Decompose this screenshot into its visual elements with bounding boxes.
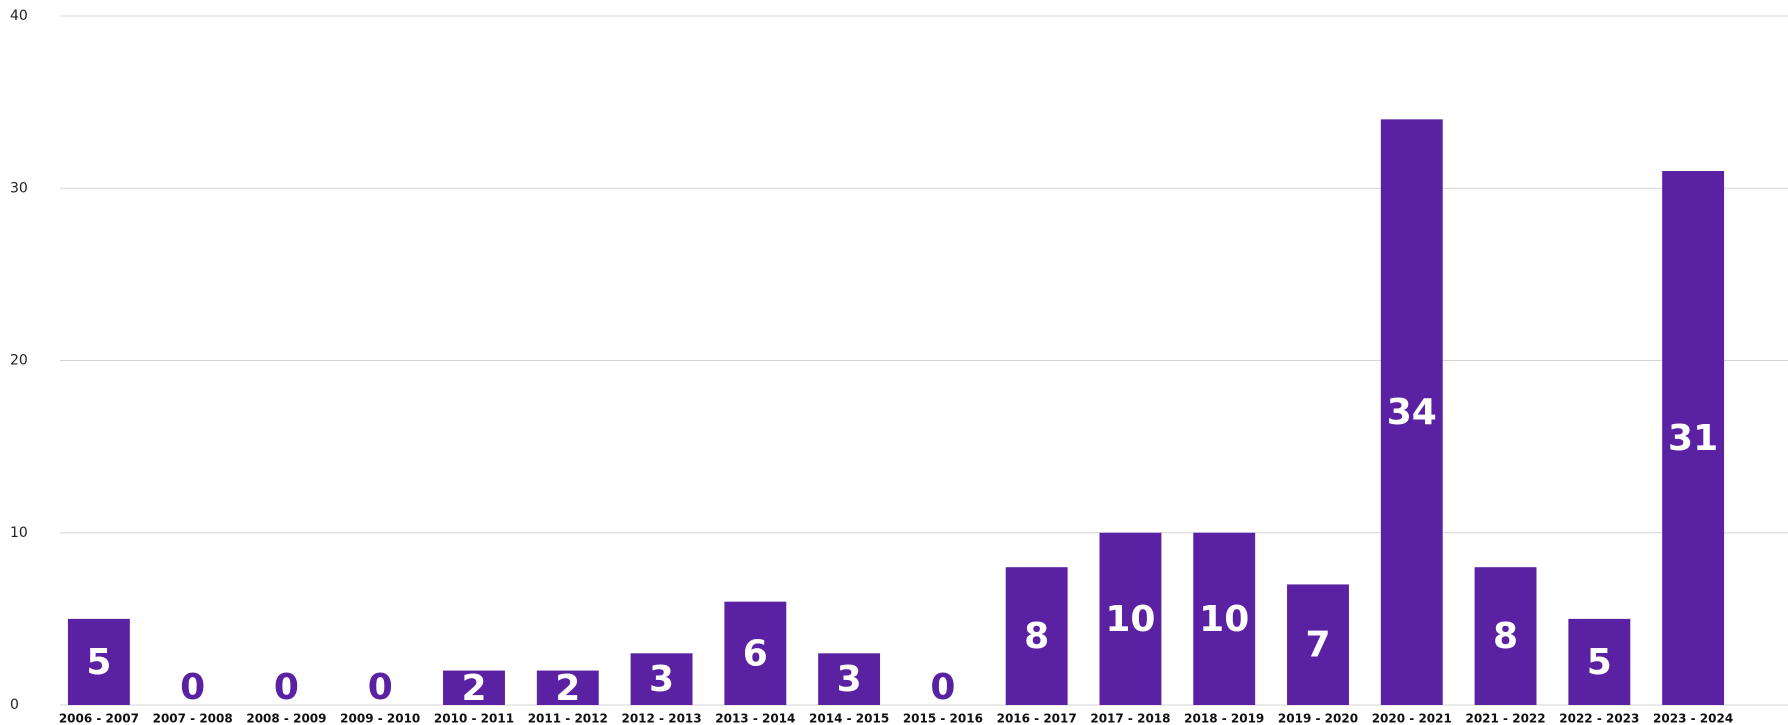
- value-label: 0: [274, 667, 299, 708]
- value-label: 3: [837, 659, 862, 700]
- value-label: 0: [180, 667, 205, 708]
- value-label: 2: [461, 668, 486, 709]
- bar: [536, 670, 599, 705]
- x-tick-label: 2023 - 2024: [1653, 712, 1733, 725]
- x-tick-label: 2010 - 2011: [434, 712, 514, 725]
- bar: [1287, 584, 1349, 705]
- value-label: 31: [1668, 418, 1718, 459]
- value-label: 0: [930, 667, 955, 708]
- value-label: 7: [1305, 625, 1330, 666]
- bar: [67, 618, 130, 705]
- value-label: 5: [86, 642, 111, 683]
- bar: [1380, 119, 1443, 706]
- x-tick-label: 2021 - 2022: [1465, 712, 1545, 725]
- y-tick-label: 40: [10, 8, 28, 24]
- bar: [1662, 171, 1725, 705]
- value-label: 34: [1387, 392, 1437, 433]
- value-label: 3: [649, 659, 674, 700]
- x-tick-label: 2011 - 2012: [528, 712, 608, 725]
- bar: [1005, 567, 1068, 705]
- bar: [1193, 532, 1256, 705]
- x-tick-label: 2020 - 2021: [1372, 712, 1452, 725]
- x-tick-label: 2015 - 2016: [903, 712, 983, 725]
- y-tick-label: 10: [10, 525, 28, 541]
- value-label: 10: [1199, 599, 1249, 640]
- x-tick-label: 2019 - 2020: [1278, 712, 1358, 725]
- bar: [1474, 567, 1537, 705]
- x-tick-label: 2017 - 2018: [1090, 712, 1170, 725]
- bar: [1099, 532, 1162, 705]
- value-label: 5: [1587, 642, 1612, 683]
- x-tick-label: 2014 - 2015: [809, 712, 889, 725]
- x-tick-label: 2022 - 2023: [1559, 712, 1639, 725]
- value-label: 10: [1105, 599, 1155, 640]
- bar: [724, 601, 787, 705]
- x-tick-label: 2009 - 2010: [340, 712, 420, 725]
- bar: [818, 653, 881, 705]
- bar: [630, 653, 693, 705]
- x-tick-label: 2006 - 2007: [59, 712, 139, 725]
- bar: [1568, 618, 1631, 705]
- y-tick-label: 20: [10, 353, 28, 369]
- value-label: 8: [1493, 616, 1518, 657]
- value-label: 2: [555, 668, 580, 709]
- value-label: 0: [368, 667, 393, 708]
- y-tick-label: 30: [10, 180, 28, 196]
- x-tick-label: 2007 - 2008: [153, 712, 233, 725]
- x-tick-label: 2018 - 2019: [1184, 712, 1264, 725]
- value-label: 8: [1024, 616, 1049, 657]
- x-tick-label: 2008 - 2009: [246, 712, 326, 725]
- x-tick-label: 2016 - 2017: [997, 712, 1077, 725]
- x-tick-label: 2013 - 2014: [715, 712, 795, 725]
- x-tick-label: 2012 - 2013: [621, 712, 701, 725]
- bar: [443, 670, 505, 705]
- value-label: 6: [743, 633, 768, 674]
- y-tick-label: 0: [10, 697, 19, 713]
